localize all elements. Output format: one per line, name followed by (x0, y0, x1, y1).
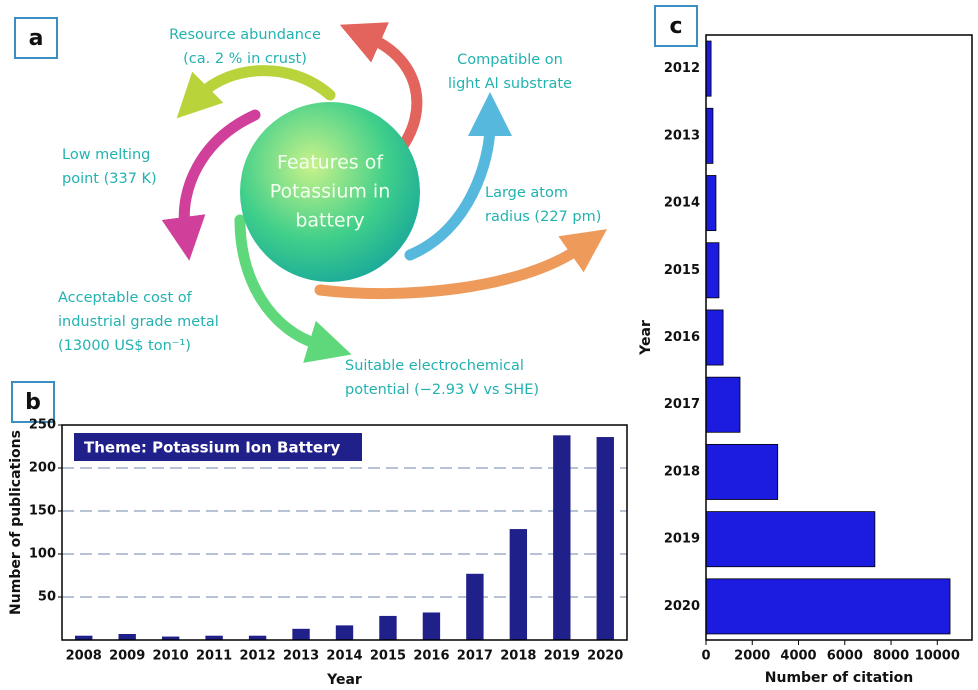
arrow (339, 22, 423, 156)
bar (205, 635, 223, 640)
x-tick-label: 2018 (500, 649, 536, 664)
center-text: battery (295, 210, 364, 232)
x-tick-label: 6000 (827, 649, 863, 664)
feature-label: potential (−2.93 V vs SHE) (345, 382, 539, 398)
x-tick-label: 2012 (239, 649, 275, 664)
bar (466, 573, 484, 640)
y-tick-label: 2013 (664, 128, 700, 143)
bar (118, 633, 136, 640)
bar (705, 175, 717, 232)
feature-label: Compatible on (457, 52, 563, 68)
bar (705, 511, 876, 568)
x-tick-label: 2013 (283, 649, 319, 664)
center-text: Features of (277, 152, 384, 174)
bar (705, 309, 724, 366)
feature-label: Low melting (62, 147, 150, 163)
feature-label: Suitable electrochemical (345, 358, 524, 374)
bar (553, 435, 571, 640)
y-tick-label: 2014 (664, 196, 700, 211)
panel-box (11, 381, 55, 423)
x-axis-title: Number of citation (765, 670, 913, 686)
panel-box (14, 17, 58, 59)
x-tick-label: 2011 (196, 649, 232, 664)
x-tick-label: 2014 (326, 649, 362, 664)
bar (422, 612, 441, 640)
annotation-box (74, 433, 362, 461)
x-tick-label: 2019 (544, 649, 580, 664)
plot-frame (61, 424, 628, 641)
panel-label: c (669, 14, 682, 39)
bar (705, 242, 720, 299)
feature-label: Acceptable cost of (58, 290, 193, 306)
arrow (404, 92, 512, 261)
bar (705, 107, 714, 164)
bar (705, 443, 779, 500)
x-tick-label: 8000 (873, 649, 909, 664)
x-tick-label: 2000 (734, 649, 770, 664)
y-tick-label: 250 (29, 418, 56, 433)
feature-label: light Al substrate (448, 76, 572, 92)
bar (596, 437, 614, 640)
x-tick-label: 2020 (587, 649, 623, 664)
bar (379, 615, 397, 640)
arrow (234, 214, 352, 363)
x-tick-label: 2016 (413, 649, 449, 664)
x-tick-label: 2015 (370, 649, 406, 664)
x-tick-label: 2017 (457, 649, 493, 664)
center-sphere (240, 102, 420, 282)
feature-label: Large atom (485, 185, 568, 201)
bar (161, 636, 180, 640)
annotation: Theme: Potassium Ion Battery (84, 439, 340, 457)
y-tick-label: 2015 (664, 263, 700, 278)
bar (292, 628, 310, 640)
center-text: Potassium in (270, 181, 391, 203)
feature-label: (ca. 2 % in crust) (183, 51, 307, 67)
x-tick-label: 10000 (915, 649, 960, 664)
bar (75, 635, 93, 640)
bar (335, 625, 354, 640)
y-axis-title: Year (638, 320, 654, 356)
panel-label: b (25, 390, 41, 415)
y-tick-label: 100 (29, 547, 56, 562)
y-tick-label: 50 (38, 590, 56, 605)
y-axis-title: Number of publications (8, 430, 24, 615)
feature-label: Resource abundance (169, 27, 321, 43)
bar (705, 376, 741, 433)
x-tick-label: 2010 (153, 649, 189, 664)
bar (509, 529, 528, 640)
bar (705, 578, 951, 635)
arrow (161, 109, 261, 261)
y-tick-label: 2020 (664, 599, 700, 614)
arrow (176, 65, 336, 119)
bar (248, 635, 267, 640)
x-tick-label: 2008 (66, 649, 102, 664)
panel-box (654, 5, 698, 47)
feature-label: radius (227 pm) (485, 209, 601, 225)
y-tick-label: 2016 (664, 330, 700, 345)
y-tick-label: 2017 (664, 397, 700, 412)
bar (705, 40, 712, 97)
y-tick-label: 200 (29, 461, 56, 476)
panel-label: a (29, 26, 44, 51)
x-axis-title: Year (326, 672, 362, 688)
plot-frame (705, 34, 973, 641)
arrows (161, 22, 608, 363)
y-tick-label: 2012 (664, 61, 700, 76)
x-tick-label: 4000 (780, 649, 816, 664)
x-tick-label: 0 (701, 649, 710, 664)
y-tick-label: 150 (29, 504, 56, 519)
y-tick-label: 2018 (664, 464, 700, 479)
feature-label: (13000 US$ ton⁻¹) (58, 338, 191, 354)
y-tick-label: 2019 (664, 532, 700, 547)
feature-label: industrial grade metal (58, 314, 219, 330)
arrow (314, 229, 608, 300)
feature-label: point (337 K) (62, 171, 157, 187)
x-tick-label: 2009 (109, 649, 145, 664)
